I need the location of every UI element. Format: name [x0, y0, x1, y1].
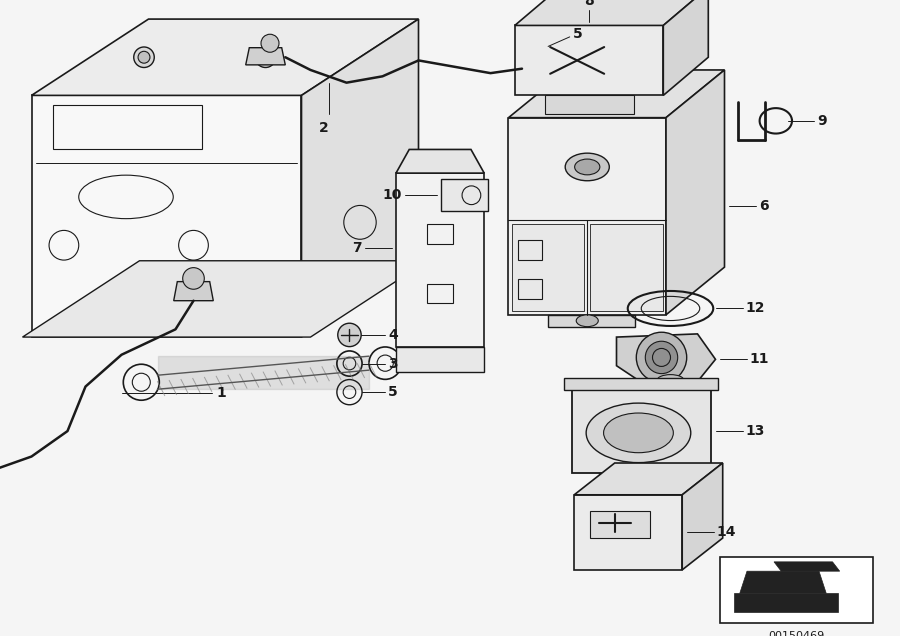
- Polygon shape: [396, 347, 484, 372]
- Bar: [734, 593, 838, 612]
- Polygon shape: [515, 25, 663, 95]
- Polygon shape: [32, 19, 419, 95]
- Text: 13: 13: [745, 424, 765, 438]
- Text: 2: 2: [320, 121, 328, 135]
- Bar: [518, 240, 542, 259]
- Text: 1: 1: [216, 386, 226, 400]
- Polygon shape: [590, 224, 662, 311]
- Text: 4: 4: [388, 328, 398, 342]
- Polygon shape: [574, 495, 682, 570]
- Polygon shape: [544, 95, 634, 114]
- Bar: [720, 556, 873, 623]
- Polygon shape: [508, 118, 666, 315]
- Bar: [427, 225, 454, 244]
- Text: 5: 5: [388, 385, 398, 399]
- Circle shape: [256, 47, 275, 67]
- Polygon shape: [515, 0, 708, 25]
- Ellipse shape: [565, 153, 609, 181]
- Bar: [518, 279, 542, 299]
- Bar: [590, 511, 650, 537]
- Bar: [427, 284, 454, 303]
- Ellipse shape: [574, 159, 599, 175]
- Circle shape: [261, 34, 279, 52]
- Polygon shape: [682, 463, 723, 570]
- Ellipse shape: [586, 403, 691, 462]
- Polygon shape: [32, 95, 302, 337]
- Polygon shape: [574, 463, 723, 495]
- Polygon shape: [246, 48, 285, 65]
- Text: 7: 7: [352, 241, 362, 255]
- Polygon shape: [174, 282, 213, 301]
- Polygon shape: [508, 70, 724, 118]
- Polygon shape: [774, 562, 840, 571]
- Text: 12: 12: [745, 301, 765, 315]
- Circle shape: [134, 47, 154, 67]
- Text: 11: 11: [750, 352, 770, 366]
- Polygon shape: [564, 378, 718, 390]
- Text: 6: 6: [759, 199, 769, 214]
- Polygon shape: [666, 70, 724, 315]
- Bar: [441, 179, 488, 211]
- Circle shape: [645, 342, 678, 373]
- Text: 9: 9: [817, 114, 827, 128]
- Bar: [53, 105, 202, 149]
- Circle shape: [338, 323, 361, 347]
- Polygon shape: [511, 224, 584, 311]
- Polygon shape: [663, 0, 708, 95]
- Text: 00150469: 00150469: [769, 631, 824, 636]
- Circle shape: [636, 332, 687, 383]
- Polygon shape: [396, 173, 484, 347]
- Text: 14: 14: [716, 525, 736, 539]
- Text: 5: 5: [572, 27, 582, 41]
- Polygon shape: [396, 149, 484, 173]
- Polygon shape: [22, 261, 427, 337]
- Polygon shape: [572, 390, 711, 473]
- Circle shape: [138, 52, 150, 63]
- Polygon shape: [302, 19, 418, 337]
- Polygon shape: [616, 334, 716, 387]
- Ellipse shape: [604, 413, 673, 453]
- Ellipse shape: [576, 315, 598, 327]
- Circle shape: [259, 52, 272, 63]
- Polygon shape: [740, 571, 826, 593]
- Text: 10: 10: [382, 188, 402, 202]
- Ellipse shape: [657, 375, 684, 386]
- Text: 8: 8: [584, 0, 594, 8]
- Circle shape: [183, 268, 204, 289]
- Polygon shape: [548, 315, 634, 327]
- Bar: [662, 473, 683, 484]
- Bar: [599, 473, 620, 484]
- Text: 3: 3: [388, 357, 398, 371]
